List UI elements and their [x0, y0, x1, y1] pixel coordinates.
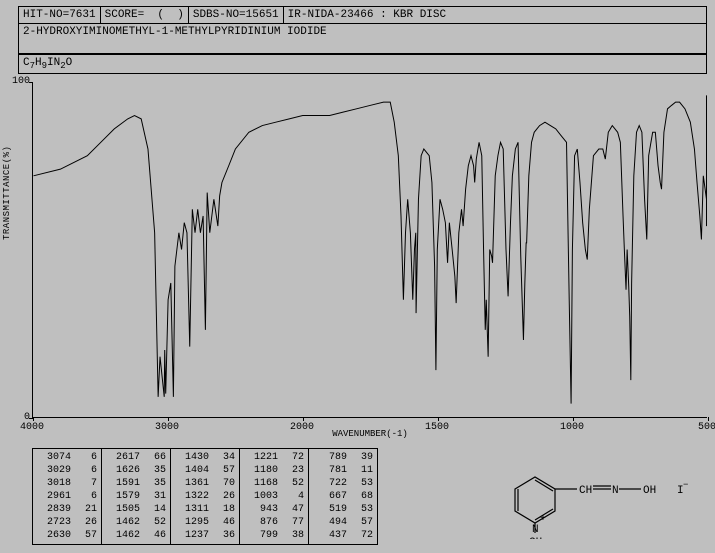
peak-row: 30746	[37, 451, 97, 464]
peak-row: 51953	[313, 503, 373, 516]
peak-row: 29616	[37, 490, 97, 503]
peak-row: 94347	[244, 503, 304, 516]
peak-column: 1430341404571361701322261311181295461237…	[171, 449, 240, 544]
xtick-500: 500	[698, 422, 715, 433]
peak-row: 30296	[37, 464, 97, 477]
peak-row: 79938	[244, 529, 304, 542]
peak-row: 140457	[175, 464, 235, 477]
svg-text:CH: CH	[579, 485, 592, 497]
peak-row: 272326	[37, 516, 97, 529]
xtick-1500: 1500	[425, 422, 449, 433]
ytick-100: 100	[10, 76, 30, 87]
formula: C7H9IN2O	[19, 54, 706, 73]
svg-text:N: N	[532, 524, 539, 536]
peak-row: 132226	[175, 490, 235, 503]
peak-row: 72253	[313, 477, 373, 490]
peak-row: 87677	[244, 516, 304, 529]
peak-row: 118023	[244, 464, 304, 477]
peak-row: 146252	[106, 516, 166, 529]
peak-row: 78111	[313, 464, 373, 477]
compound-name: 2-HYDROXYIMINOMETHYL-1-METHYLPYRIDINIUM …	[19, 24, 706, 40]
peak-row: 78939	[313, 451, 373, 464]
peak-row: 43772	[313, 529, 373, 542]
peak-row: 66768	[313, 490, 373, 503]
header-gap	[19, 40, 706, 54]
peak-column: 12217211802311685210034943478767779938	[240, 449, 309, 544]
peak-row: 123736	[175, 529, 235, 542]
peak-row: 146246	[106, 529, 166, 542]
sdbs-no: SDBS-NO=15651	[189, 7, 284, 23]
svg-text:+: +	[540, 514, 546, 525]
molecular-structure: CH N OH N + CH3 I −	[485, 449, 695, 539]
xtick-2000: 2000	[290, 422, 314, 433]
peak-row: 122172	[244, 451, 304, 464]
peak-row: 136170	[175, 477, 235, 490]
peak-row: 150514	[106, 503, 166, 516]
peak-row: 157931	[106, 490, 166, 503]
spectrum-line	[33, 82, 707, 417]
peak-row: 263057	[37, 529, 97, 542]
peak-row: 30187	[37, 477, 97, 490]
peak-row: 261766	[106, 451, 166, 464]
score: SCORE= ( )	[101, 7, 189, 23]
peak-row: 283921	[37, 503, 97, 516]
peak-table: 3074630296301872961628392127232626305726…	[32, 448, 378, 545]
peak-row: 129546	[175, 516, 235, 529]
ir-id: IR-NIDA-23466 : KBR DISC	[284, 7, 706, 23]
xtick-4000: 4000	[20, 422, 44, 433]
header-row1: HIT-NO=7631 SCORE= ( ) SDBS-NO=15651 IR-…	[19, 7, 706, 24]
hit-no: HIT-NO=7631	[19, 7, 101, 23]
svg-text:OH: OH	[643, 485, 656, 497]
peak-row: 131118	[175, 503, 235, 516]
xtick-1000: 1000	[560, 422, 584, 433]
peak-row: 159135	[106, 477, 166, 490]
svg-text:CH3: CH3	[529, 537, 547, 539]
xtick-3000: 3000	[155, 422, 179, 433]
peak-row: 10034	[244, 490, 304, 503]
header-grid: HIT-NO=7631 SCORE= ( ) SDBS-NO=15651 IR-…	[18, 6, 707, 74]
y-axis-label: TRANSMITTANCE(%)	[2, 146, 12, 240]
structure-svg: CH N OH N + CH3 I −	[485, 449, 695, 539]
peak-column: 78939781117225366768519534945743772	[309, 449, 377, 544]
peak-row: 49457	[313, 516, 373, 529]
peak-row: 116852	[244, 477, 304, 490]
peak-column: 30746302963018729616283921272326263057	[33, 449, 102, 544]
x-axis-label: WAVENUMBER(-1)	[332, 429, 408, 439]
peak-column: 2617661626351591351579311505141462521462…	[102, 449, 171, 544]
svg-text:−: −	[683, 480, 688, 490]
peak-row: 162635	[106, 464, 166, 477]
peak-row: 143034	[175, 451, 235, 464]
svg-text:N: N	[612, 485, 619, 497]
spectrum-chart: WAVENUMBER(-1)	[32, 82, 707, 418]
